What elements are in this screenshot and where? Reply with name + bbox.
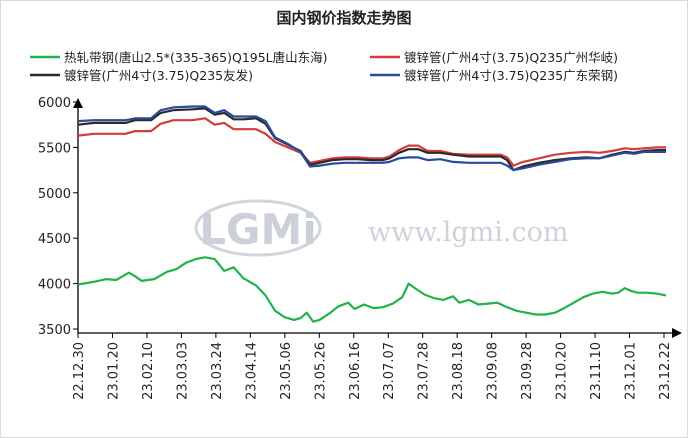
y-tick-label: 6000 xyxy=(38,96,71,111)
x-tick-label: 23.09.28 xyxy=(520,342,535,400)
x-tick-label: 23.03.24 xyxy=(210,342,225,400)
watermark-logo-ring xyxy=(194,199,322,257)
y-tick-label: 4500 xyxy=(38,232,71,247)
chart-title: 国内钢价指数走势图 xyxy=(276,9,412,27)
x-tick-label: 22.12.30 xyxy=(72,342,87,400)
x-tick-label: 23.08.18 xyxy=(451,342,466,400)
x-tick-label: 23.01.20 xyxy=(106,342,121,400)
series-galv-pipe-huaqi xyxy=(77,117,666,167)
series-galv-pipe-youfa xyxy=(77,107,666,172)
series-hot-rolled-strip xyxy=(77,256,667,323)
x-tick-label: 23.10.20 xyxy=(555,342,570,400)
y-tick-label: 5000 xyxy=(38,187,71,202)
x-tick-label: 23.05.06 xyxy=(279,342,294,400)
x-axis-arrow xyxy=(672,328,682,338)
y-tick-label: 3500 xyxy=(38,323,71,338)
series-galv-pipe-rongsteel xyxy=(77,105,666,172)
plot-area xyxy=(77,105,667,323)
x-tick-label: 23.07.07 xyxy=(382,342,397,400)
x-tick-label: 23.12.01 xyxy=(624,342,639,400)
y-axis-arrow xyxy=(73,98,83,108)
x-tick-label: 23.11.10 xyxy=(589,342,604,400)
axes: 3500 4000 4500 5000 5500 6000 22.12.30 23.01.20… xyxy=(38,96,682,400)
y-tick-label: 5500 xyxy=(38,141,71,156)
x-tick-label: 23.06.16 xyxy=(348,342,363,400)
legend-label: 镀锌管(广州4寸(3.75)Q235广州华岐) xyxy=(404,50,618,65)
legend-label: 镀锌管(广州4寸(3.75)Q235广东荣钢) xyxy=(404,68,618,83)
legend: 热轧带钢(唐山2.5*(335-365)Q195L唐山东海) 镀锌管(广州4寸(3… xyxy=(30,50,618,83)
watermark-logo: LGMi xyxy=(199,205,316,254)
x-tick-label: 23.05.26 xyxy=(313,342,328,400)
x-tick-label: 23.02.10 xyxy=(141,342,156,400)
x-tick-label: 23.03.03 xyxy=(175,342,190,400)
x-tick-label: 23.09.08 xyxy=(486,342,501,400)
y-tick-label: 4000 xyxy=(38,278,71,293)
legend-label: 热轧带钢(唐山2.5*(335-365)Q195L唐山东海) xyxy=(64,50,328,65)
x-tick-label: 23.04.14 xyxy=(244,342,259,400)
legend-label: 镀锌管(广州4寸(3.75)Q235友发) xyxy=(64,68,253,83)
x-tick-label: 23.07.28 xyxy=(417,342,432,400)
watermark: LGMi www.lgmi.com xyxy=(194,199,568,257)
x-tick-label: 23.12.22 xyxy=(658,342,673,400)
watermark-url: www.lgmi.com xyxy=(368,217,568,248)
